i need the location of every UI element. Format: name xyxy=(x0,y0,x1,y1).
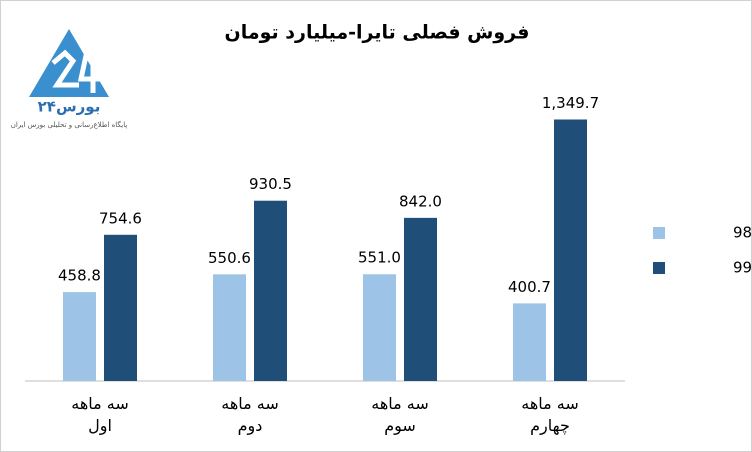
bar xyxy=(104,234,137,381)
bar xyxy=(513,303,546,381)
bar xyxy=(63,292,96,381)
value-label: 842.0 xyxy=(399,192,442,210)
x-tick-label: سه ماهه سوم xyxy=(371,394,429,435)
value-label: 754.6 xyxy=(99,209,142,227)
value-label: 550.6 xyxy=(208,249,251,267)
bar xyxy=(254,200,287,381)
logo-tagline: پایگاه اطلاع‌رسانی و تحلیلی بورس ایران xyxy=(11,120,128,129)
value-label: 400.7 xyxy=(508,278,551,296)
x-tick-label: سه ماهه اول xyxy=(71,394,129,435)
logo-name: بورس۲۴ xyxy=(38,98,101,116)
value-label: 930.5 xyxy=(249,175,292,193)
value-label: 551.0 xyxy=(358,249,401,267)
chart-title: فروش فصلی تایرا-میلیارد تومان xyxy=(225,22,530,44)
legend-swatch xyxy=(653,227,665,239)
x-tick-label: سه ماهه دوم xyxy=(221,394,279,435)
bar xyxy=(404,217,437,381)
bar xyxy=(554,119,587,381)
legend-swatch xyxy=(653,262,665,274)
bar xyxy=(363,274,396,381)
x-tick-label: سه ماهه چهارم xyxy=(521,394,579,435)
logo-two xyxy=(51,49,79,88)
value-label: 1,349.7 xyxy=(542,94,599,112)
legend-label: سال 98 xyxy=(733,224,751,242)
bar xyxy=(213,274,246,381)
value-label: 458.8 xyxy=(58,267,101,285)
logo-four xyxy=(77,50,101,93)
legend-label: سال 99 xyxy=(733,259,751,277)
logo: بورس۲۴ پایگاه اطلاع‌رسانی و تحلیلی بورس … xyxy=(11,29,128,129)
